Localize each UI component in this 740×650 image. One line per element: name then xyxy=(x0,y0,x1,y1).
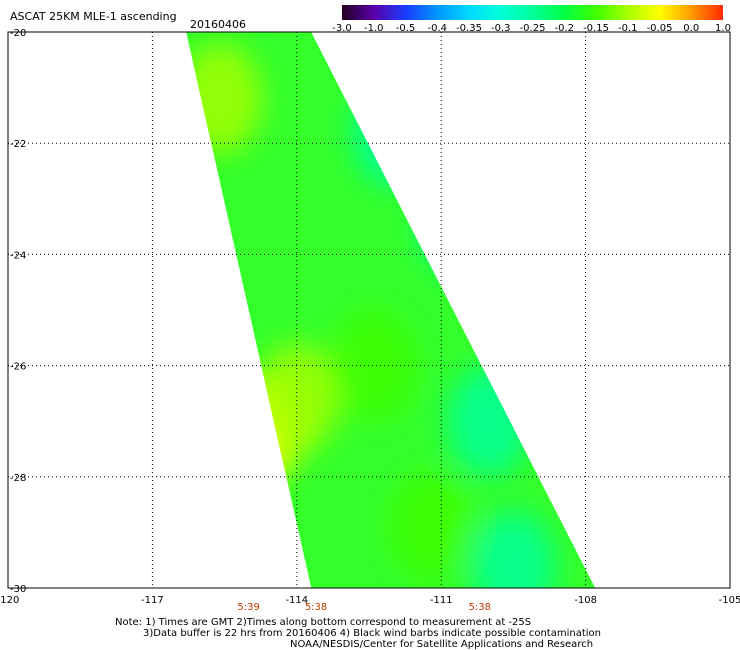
colorbar-label: -0.4 xyxy=(427,23,447,34)
colorbar-label: -3.0 xyxy=(332,23,352,34)
x-tick-label: -120 xyxy=(0,595,19,606)
colorbar-label: -0.3 xyxy=(491,23,511,34)
colorbar-label: -0.25 xyxy=(520,23,546,34)
swath-region xyxy=(389,471,474,582)
swath-region xyxy=(418,166,503,277)
colorbar-label: 1.0 xyxy=(715,23,731,34)
colorbar-label: -1.0 xyxy=(364,23,384,34)
swath-region xyxy=(351,77,436,188)
plot-area xyxy=(186,32,596,588)
y-tick-label: -30 xyxy=(10,584,26,595)
swath-region xyxy=(254,343,339,454)
x-tick-label: -105 xyxy=(719,595,740,606)
y-tick-label: -26 xyxy=(10,362,26,373)
note-line-1: Note: 1) Times are GMT 2)Times along bot… xyxy=(115,617,531,628)
x-tick-label: -114 xyxy=(285,595,308,606)
swath-region xyxy=(471,510,556,588)
colorbar-label: -0.35 xyxy=(456,23,482,34)
swath-region xyxy=(331,310,416,421)
time-label: 5:38 xyxy=(468,602,490,613)
time-label: 5:38 xyxy=(305,602,327,613)
swath-region xyxy=(447,366,532,477)
time-label: 5:39 xyxy=(237,602,259,613)
note-line-2: 3)Data buffer is 22 hrs from 20160406 4)… xyxy=(143,628,601,639)
chart-date: 20160406 xyxy=(190,18,246,31)
x-tick-label: -111 xyxy=(430,595,453,606)
colorbar-label: -0.1 xyxy=(618,23,638,34)
swath-times: 5:39 5:38 5:38 xyxy=(237,602,491,613)
chart-title: ASCAT 25KM MLE-1 ascending xyxy=(10,10,177,23)
note-line-3: NOAA/NESDIS/Center for Satellite Applica… xyxy=(290,639,593,650)
y-tick-label: -24 xyxy=(10,250,26,261)
colorbar: -3.0 -1.0 -0.5 -0.4 -0.35 -0.3 -0.25 -0.2 -0.15-… xyxy=(332,5,731,34)
colorbar-label: 0.0 xyxy=(683,23,699,34)
axis-ticks: -120 -117 -114 -111 -108 -105 -20 -22 -24 -26 -28 -… xyxy=(0,28,740,606)
colorbar-label: -0.05 xyxy=(647,23,673,34)
plot-frame xyxy=(7,31,731,589)
colorbar-gradient xyxy=(342,5,723,20)
y-tick-label: -20 xyxy=(10,28,26,39)
x-tick-label: -108 xyxy=(574,595,597,606)
colorbar-label: -0.2 xyxy=(554,23,574,34)
swath-region xyxy=(186,43,262,154)
colorbar-label: -0.5 xyxy=(396,23,416,34)
y-tick-label: -28 xyxy=(10,473,26,484)
y-tick-label: -22 xyxy=(10,139,26,150)
x-tick-label: -117 xyxy=(141,595,164,606)
colorbar-label: -0.15 xyxy=(583,23,609,34)
